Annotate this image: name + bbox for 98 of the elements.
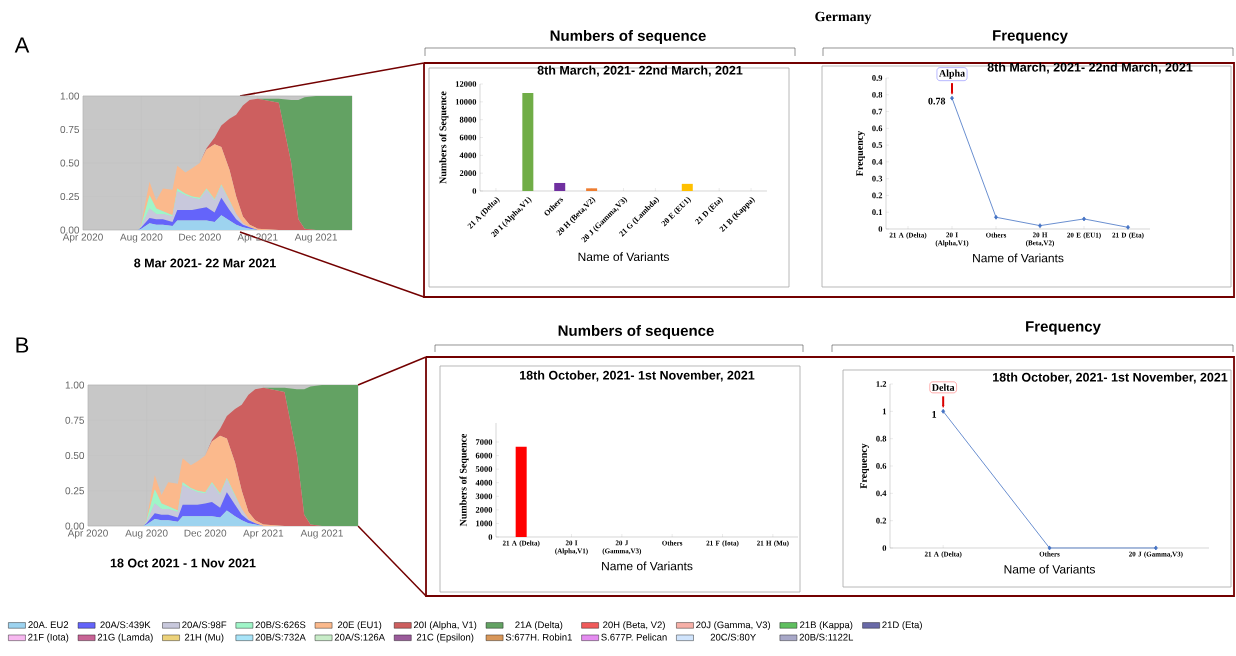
x-tick-label: Apr 2021	[237, 233, 278, 243]
legend-label: 21B (Kappa)	[800, 621, 853, 631]
legend-label: 21A (Delta)	[515, 621, 563, 631]
annotation: Delta	[931, 383, 955, 391]
y-axis-title: Numbers of Sequence	[459, 433, 469, 527]
y-tick-label: 0	[488, 534, 493, 540]
y-tick-label: 0.9	[872, 75, 883, 81]
x-tick-label: Aug 2021	[294, 233, 338, 243]
chart-title: 8th March, 2021- 22nd March, 2021	[987, 62, 1193, 74]
y-tick-label: 0.6	[872, 125, 883, 132]
data-label: 1	[932, 411, 937, 418]
y-tick-label: 1000	[476, 520, 493, 527]
text: 8 Mar 2021- 22 Mar 2021	[134, 258, 276, 268]
y-tick-label: 0.75	[65, 416, 85, 424]
y-tick-label: 0.3	[872, 175, 883, 182]
y-tick-label: 0.2	[876, 517, 887, 524]
legend-label: 20A/S:126A	[334, 633, 385, 641]
y-tick-label: 0.6	[876, 463, 887, 469]
x-axis-title: Name of Variants	[1004, 564, 1095, 574]
y-tick-label: 0	[878, 226, 883, 232]
legend-label: 20H (Beta, V2)	[603, 621, 665, 631]
y-tick-label: 10000	[455, 98, 477, 105]
legend-label: 20J (Gamma, V3)	[696, 621, 771, 631]
legend-label: 20E (EU1)	[337, 621, 382, 631]
y-tick-label: 4000	[475, 479, 493, 486]
y-tick-label: 0.1	[872, 209, 883, 216]
y-tick-label: 0.75	[60, 125, 80, 134]
y-tick-label: 0.00	[65, 522, 85, 530]
x-tick-label: Apr 2021	[243, 529, 284, 539]
legend-label: 21F (Iota)	[28, 633, 69, 643]
y-tick-label: 12000	[455, 81, 477, 87]
x-tick-label: Aug 2021	[300, 529, 343, 539]
legend-label: 20A/S:439K	[100, 621, 151, 629]
y-tick-label: 1	[882, 408, 887, 415]
y-tick-label: 0	[472, 188, 477, 194]
legend-label: S.677P. Pelican	[601, 633, 667, 641]
legend-label: 21G (Lamda)	[97, 633, 153, 643]
y-tick-label: 0.8	[876, 435, 887, 442]
text: Frequency	[993, 30, 1068, 44]
x-tick-label: Apr 2020	[62, 233, 103, 243]
y-tick-label: 1.00	[60, 92, 80, 100]
x-tick-label: Apr 2020	[67, 529, 108, 539]
y-tick-label: 0.2	[872, 192, 883, 199]
y-tick-label: 5000	[475, 466, 493, 472]
legend-label: 20B/S:626S	[255, 621, 306, 629]
legend-label: 20A/S:98F	[182, 621, 227, 629]
y-tick-label: 0.25	[60, 192, 80, 201]
y-tick-label: 2000	[459, 170, 477, 177]
y-tick-label: 0.4	[872, 159, 883, 165]
x-axis-title: Name of Variants	[602, 561, 693, 571]
legend-label: 21H (Mu)	[184, 633, 224, 643]
x-tick-label: Aug 2020	[125, 529, 168, 539]
x-tick-label: Dec 2020	[179, 233, 221, 241]
y-tick-label: 1.2	[876, 381, 887, 387]
y-tick-label: 8000	[459, 116, 477, 123]
text: B	[16, 337, 29, 353]
y-axis-title: Frequency	[856, 130, 865, 177]
text: Numbers of sequence	[558, 325, 714, 339]
legend-label: 20I (Alpha, V1)	[413, 621, 477, 631]
legend-label: 21D (Eta)	[882, 621, 922, 631]
y-tick-label: 0.4	[876, 490, 887, 497]
legend-label: 20B/S:1122L	[799, 633, 854, 641]
y-tick-label: 6000	[475, 452, 493, 459]
y-tick-label: 0.5	[872, 142, 883, 148]
text: Frequency	[1026, 321, 1101, 335]
y-tick-label: 6000	[459, 134, 477, 141]
y-tick-label: 0.00	[60, 226, 80, 234]
y-tick-label: 2000	[475, 506, 493, 513]
y-axis-title: Frequency	[860, 443, 869, 489]
y-tick-label: 0.50	[60, 159, 80, 167]
data-label: 0.78	[928, 97, 946, 105]
chart-title: 18th October, 2021- 1st November, 2021	[993, 372, 1228, 384]
x-axis-title: Name of Variants	[578, 252, 669, 262]
x-axis-title: Name of Variants	[973, 253, 1064, 263]
y-tick-label: 3000	[475, 493, 493, 500]
x-tick-label: Aug 2020	[120, 233, 163, 243]
text: Numbers of sequence	[550, 30, 706, 44]
y-tick-label: 0.25	[65, 487, 85, 495]
y-tick-label: 0	[882, 545, 887, 551]
legend-label: 20B/S:732A	[255, 633, 306, 641]
legend-label: 20A. EU2	[28, 621, 69, 629]
x-tick-label: Dec 2020	[184, 529, 227, 537]
legend-label: S:677H. Robin1	[505, 633, 572, 641]
y-tick-label: 0.8	[872, 91, 883, 98]
y-tick-label: 4000	[459, 152, 477, 159]
text: A	[14, 37, 30, 53]
y-tick-label: 1.00	[65, 381, 85, 389]
text: Germany	[815, 11, 872, 25]
y-axis-title: Numbers of Sequence	[439, 91, 449, 184]
y-tick-label: 7000	[475, 439, 493, 445]
chart-title: 18th October, 2021- 1st November, 2021	[520, 370, 755, 382]
legend-label: 21C (Epsilon)	[416, 633, 474, 643]
text: 18 Oct 2021 - 1 Nov 2021	[110, 558, 256, 568]
annotation: Alpha	[939, 69, 965, 79]
y-tick-label: 0.7	[872, 108, 883, 115]
y-tick-label: 0.50	[65, 451, 85, 460]
legend-label: 20C/S:80Y	[710, 633, 756, 641]
chart-title: 8th March, 2021- 22nd March, 2021	[537, 65, 743, 77]
